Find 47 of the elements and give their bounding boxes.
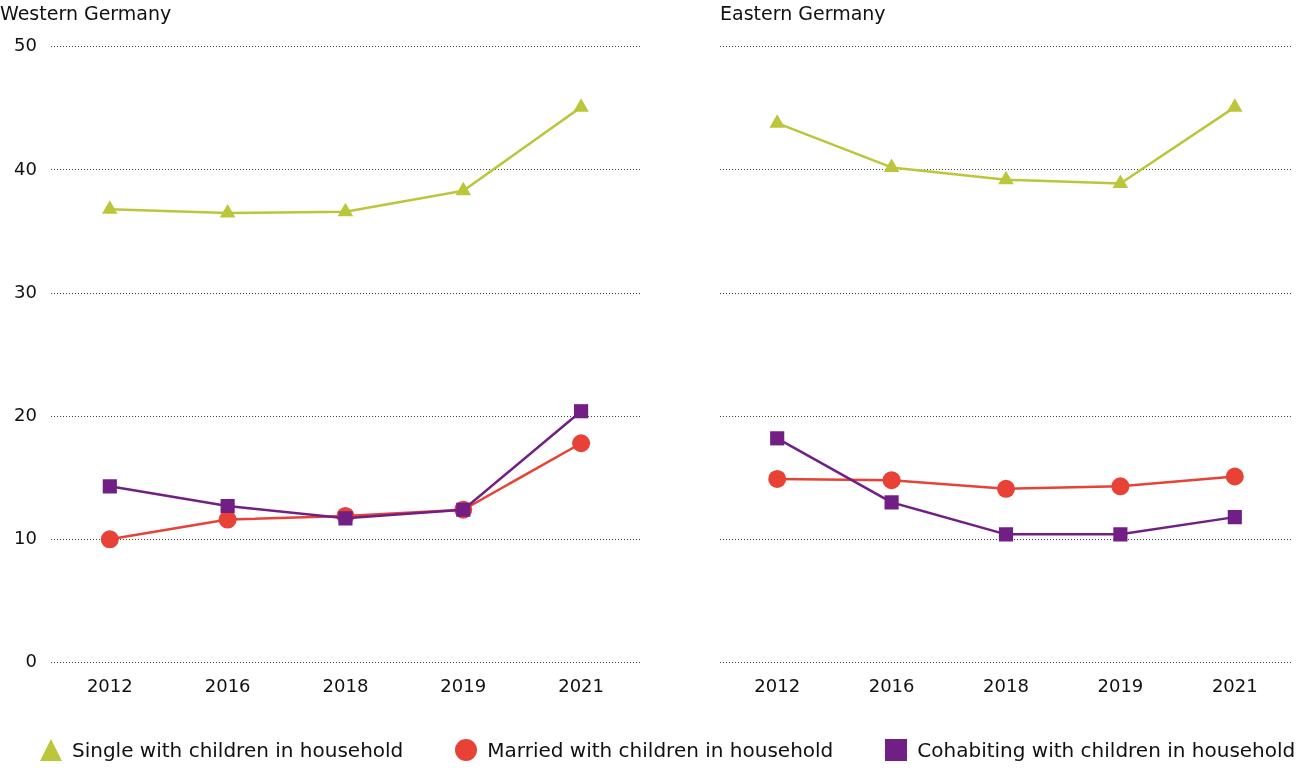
- x-tick-label: 2016: [204, 674, 251, 696]
- point: [220, 498, 235, 514]
- y-tick-label: 0: [25, 650, 37, 672]
- point: [219, 204, 236, 218]
- point: [998, 170, 1014, 185]
- x-tick-label: 2018: [983, 674, 1029, 696]
- y-tick-label: 40: [14, 157, 37, 179]
- point: [102, 200, 118, 214]
- x-tick-label: 2019: [440, 674, 487, 696]
- point: [1227, 98, 1243, 112]
- x-tick-label: 2019: [1097, 674, 1144, 696]
- point: [770, 431, 785, 446]
- point: [573, 98, 589, 112]
- x-tick-label: 2012: [754, 674, 801, 696]
- y-tick-label: 30: [14, 280, 37, 302]
- legend-label: Single with children in household: [72, 738, 404, 762]
- chart-title: Eastern Germany: [720, 2, 886, 25]
- point: [572, 434, 591, 453]
- y-tick-label: 20: [14, 403, 37, 425]
- point: [998, 527, 1014, 542]
- point: [1111, 477, 1130, 496]
- x-tick-label: 2021: [1211, 674, 1258, 696]
- point: [1227, 510, 1242, 525]
- point: [997, 479, 1015, 498]
- y-tick-label: 10: [14, 526, 37, 548]
- point: [1225, 467, 1244, 486]
- point: [100, 530, 119, 549]
- point: [1113, 527, 1128, 542]
- point: [882, 471, 901, 490]
- point: [102, 479, 117, 494]
- point: [769, 114, 785, 128]
- y-tick-label: 50: [14, 34, 37, 56]
- point: [338, 511, 353, 526]
- point: [883, 158, 900, 172]
- point: [455, 181, 472, 196]
- x-tick-label: 2021: [558, 674, 604, 696]
- chart-title: Western Germany: [0, 2, 172, 25]
- legend-label: Married with children in household: [487, 738, 834, 762]
- point: [574, 404, 589, 419]
- point: [1112, 174, 1129, 188]
- point: [884, 495, 899, 510]
- legend-label: Cohabiting with children in household: [917, 738, 1296, 762]
- x-tick-label: 2012: [86, 674, 133, 696]
- point: [768, 469, 787, 488]
- x-tick-label: 2018: [322, 674, 369, 696]
- point: [337, 202, 354, 217]
- x-tick-label: 2016: [868, 674, 915, 696]
